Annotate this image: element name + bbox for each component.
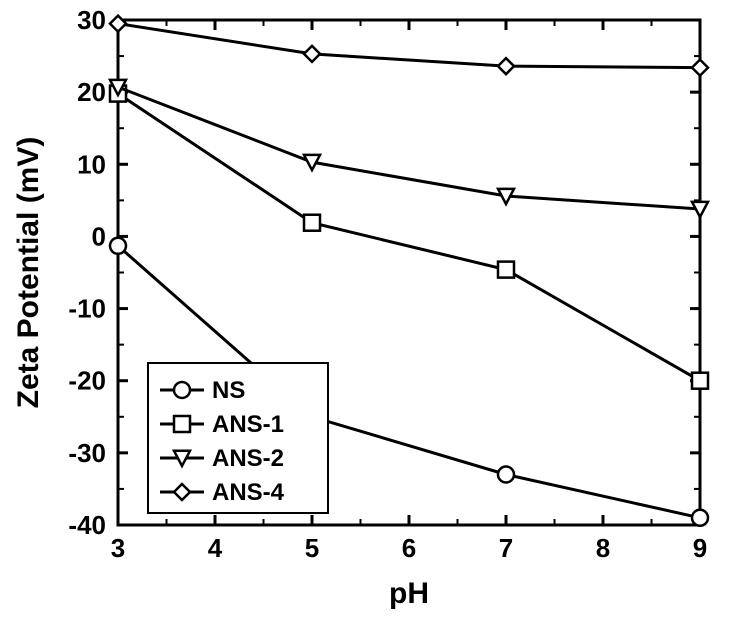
zeta-potential-chart: 3 4 5 6 7 8 9 -40 -30 -20 -10 0 10 20 30 pH Zeta Potenti…	[0, 0, 739, 618]
svg-text:-30: -30	[68, 438, 106, 468]
svg-text:ANS-4: ANS-4	[212, 479, 285, 506]
svg-text:0: 0	[92, 221, 106, 251]
svg-text:NS: NS	[212, 377, 245, 404]
svg-text:ANS-2: ANS-2	[212, 445, 284, 472]
series-ANS-1	[110, 86, 708, 389]
svg-text:7: 7	[499, 533, 513, 563]
legend: NS ANS-1 ANS-2 ANS-4	[148, 363, 328, 513]
svg-text:pH: pH	[389, 577, 429, 610]
svg-text:-20: -20	[68, 366, 106, 396]
svg-text:-40: -40	[68, 510, 106, 540]
svg-text:20: 20	[77, 77, 106, 107]
svg-text:9: 9	[693, 533, 707, 563]
svg-text:Zeta Potential (mV): Zeta Potential (mV)	[12, 137, 45, 409]
chart-container: 3 4 5 6 7 8 9 -40 -30 -20 -10 0 10 20 30 pH Zeta Potenti…	[0, 0, 739, 618]
svg-text:6: 6	[402, 533, 416, 563]
svg-text:3: 3	[111, 533, 125, 563]
svg-text:10: 10	[77, 149, 106, 179]
svg-text:-10: -10	[68, 294, 106, 324]
svg-text:8: 8	[596, 533, 610, 563]
svg-text:4: 4	[208, 533, 223, 563]
svg-text:30: 30	[77, 5, 106, 35]
svg-text:ANS-1: ANS-1	[212, 411, 284, 438]
svg-text:5: 5	[305, 533, 319, 563]
